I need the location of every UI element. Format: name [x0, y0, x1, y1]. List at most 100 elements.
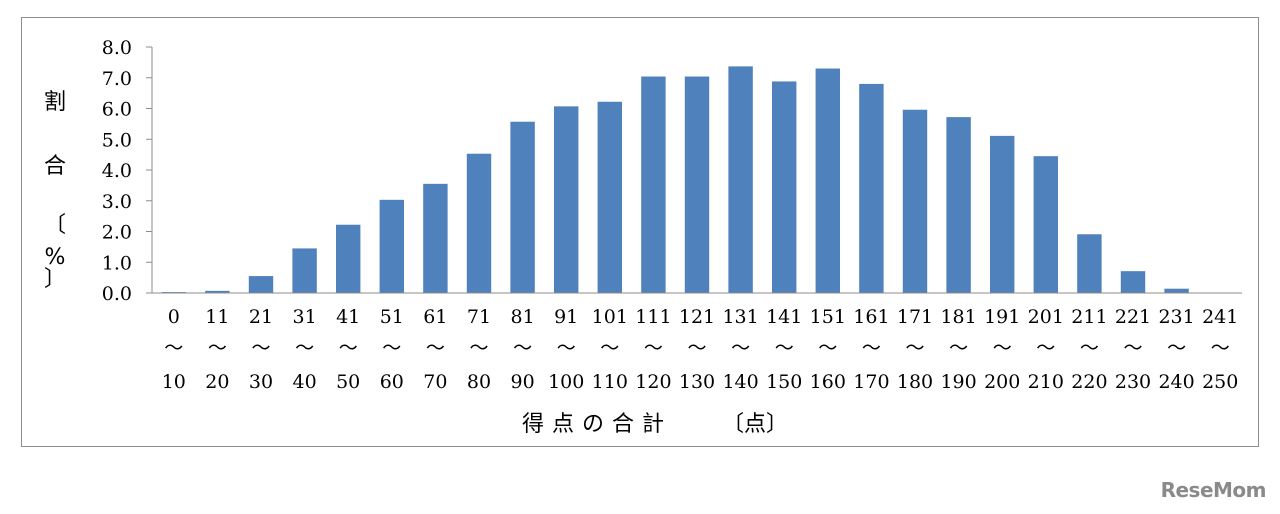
bar	[510, 121, 535, 293]
x-tick-label-sep: ～	[382, 337, 401, 359]
x-tick-label-to: 200	[984, 371, 1020, 393]
x-tick-label-from: 31	[293, 306, 317, 328]
x-tick-label-sep: ～	[339, 337, 358, 359]
bar	[553, 106, 579, 293]
x-tick-label-to: 80	[467, 371, 491, 393]
x-tick-label-from: 51	[380, 306, 404, 328]
x-tick-label-to: 120	[635, 371, 671, 393]
y-axis-title-char: 割	[44, 90, 66, 115]
x-tick-label-to: 230	[1115, 371, 1151, 393]
x-tick-label-to: 150	[766, 371, 802, 393]
x-tick-label-to: 220	[1071, 371, 1107, 393]
x-tick-label-sep: ～	[469, 337, 488, 359]
x-tick-label-from: 11	[205, 306, 229, 328]
x-tick-label-sep: ～	[208, 337, 227, 359]
x-tick-label-sep: ～	[1036, 337, 1055, 359]
x-tick-label-sep: ～	[1123, 337, 1142, 359]
bar	[902, 109, 928, 293]
y-tick-label: 4.0	[102, 160, 132, 182]
x-tick-label-from: 81	[511, 306, 535, 328]
x-tick-label-from: 161	[853, 306, 889, 328]
x-tick-label-sep: ～	[295, 337, 314, 359]
x-tick-label-from: 211	[1071, 306, 1107, 328]
bar	[205, 290, 230, 293]
x-tick-label-to: 40	[293, 371, 317, 393]
bar	[423, 183, 448, 293]
bar	[859, 83, 884, 294]
y-axis-title-char: %	[45, 245, 66, 270]
x-tick-label-to: 100	[548, 371, 584, 393]
bar	[292, 248, 317, 293]
x-tick-label-to: 170	[853, 371, 889, 393]
x-tick-label-from: 141	[766, 306, 802, 328]
x-tick-label-from: 241	[1202, 306, 1238, 328]
y-tick-label: 0.0	[102, 283, 132, 305]
x-tick-label-to: 30	[249, 371, 273, 393]
bar	[1120, 271, 1146, 293]
x-tick-label-to: 50	[336, 371, 360, 393]
x-tick-label-sep: ～	[251, 337, 270, 359]
x-tick-label-to: 140	[722, 371, 758, 393]
x-tick-label-from: 131	[722, 306, 758, 328]
x-tick-label-sep: ～	[426, 337, 445, 359]
x-tick-label-from: 101	[592, 306, 628, 328]
x-tick-label-to: 130	[679, 371, 715, 393]
x-tick-label-sep: ～	[687, 337, 706, 359]
bar	[771, 81, 797, 293]
bar	[379, 199, 405, 293]
x-tick-label-sep: ～	[513, 337, 532, 359]
bar	[335, 224, 361, 293]
bar-chart: 0.0 1.0 2.0 3.0 4.0 5.0 6.0 7.0 8.0 割合〔%〕 0 ～ 10 11 ～ 2…	[44, 37, 1242, 437]
x-tick-label-from: 61	[423, 306, 447, 328]
x-tick-label-from: 171	[897, 306, 933, 328]
x-tick-label-sep: ～	[862, 337, 881, 359]
y-tick-label: 5.0	[102, 129, 132, 151]
x-tick-label-from: 41	[336, 306, 360, 328]
x-axis-title: 得点の合計	[522, 412, 672, 437]
x-tick-label-sep: ～	[600, 337, 619, 359]
x-tick-label-to: 70	[423, 371, 447, 393]
chart-frame: 0.0 1.0 2.0 3.0 4.0 5.0 6.0 7.0 8.0 割合〔% 〕 0 ～ 10 11 ～ 2…	[21, 17, 1259, 447]
bar	[989, 135, 1015, 293]
x-tick-label-from: 231	[1158, 306, 1194, 328]
x-tick-label-from: 201	[1028, 306, 1064, 328]
x-tick-label-sep: ～	[1211, 337, 1230, 359]
y-axis-title-char: 〕	[44, 267, 66, 292]
x-tick-label-from: 21	[249, 306, 273, 328]
x-tick-label-from: 151	[810, 306, 846, 328]
x-tick-label-to: 240	[1158, 371, 1194, 393]
x-tick-label-to: 190	[940, 371, 976, 393]
x-tick-label-from: 121	[679, 306, 715, 328]
x-tick-label-from: 0	[168, 306, 180, 328]
y-tick-label: 3.0	[102, 191, 132, 213]
bar	[1033, 156, 1059, 293]
y-tick-label: 8.0	[102, 37, 132, 59]
y-tick-label: 2.0	[102, 222, 132, 244]
x-tick-label-sep: ～	[993, 337, 1012, 359]
bar	[728, 66, 753, 293]
x-tick-label-to: 210	[1028, 371, 1064, 393]
x-tick-label-from: 221	[1115, 306, 1151, 328]
bar	[1077, 234, 1102, 293]
x-tick-label-from: 191	[984, 306, 1020, 328]
x-tick-label-to: 60	[380, 371, 404, 393]
x-tick-label-sep: ～	[644, 337, 663, 359]
x-tick-label-to: 250	[1202, 371, 1238, 393]
x-tick-label-from: 91	[554, 306, 578, 328]
y-tick-label: 1.0	[102, 252, 132, 274]
x-tick-label-sep: ～	[557, 337, 576, 359]
x-tick-label-sep: ～	[1167, 337, 1186, 359]
bar	[466, 153, 492, 293]
x-tick-label-to: 110	[592, 371, 628, 393]
y-axis-title-char: 合	[44, 154, 66, 179]
x-tick-label-to: 90	[511, 371, 535, 393]
x-axis-unit: 〔点〕	[722, 412, 788, 437]
y-tick-label: 7.0	[102, 68, 132, 90]
x-tick-label-sep: ～	[818, 337, 837, 359]
x-tick-label-from: 181	[940, 306, 976, 328]
bar	[946, 117, 971, 293]
bar	[684, 76, 710, 293]
x-tick-label-sep: ～	[731, 337, 750, 359]
bar	[1164, 288, 1189, 293]
x-tick-label-sep: ～	[164, 337, 183, 359]
